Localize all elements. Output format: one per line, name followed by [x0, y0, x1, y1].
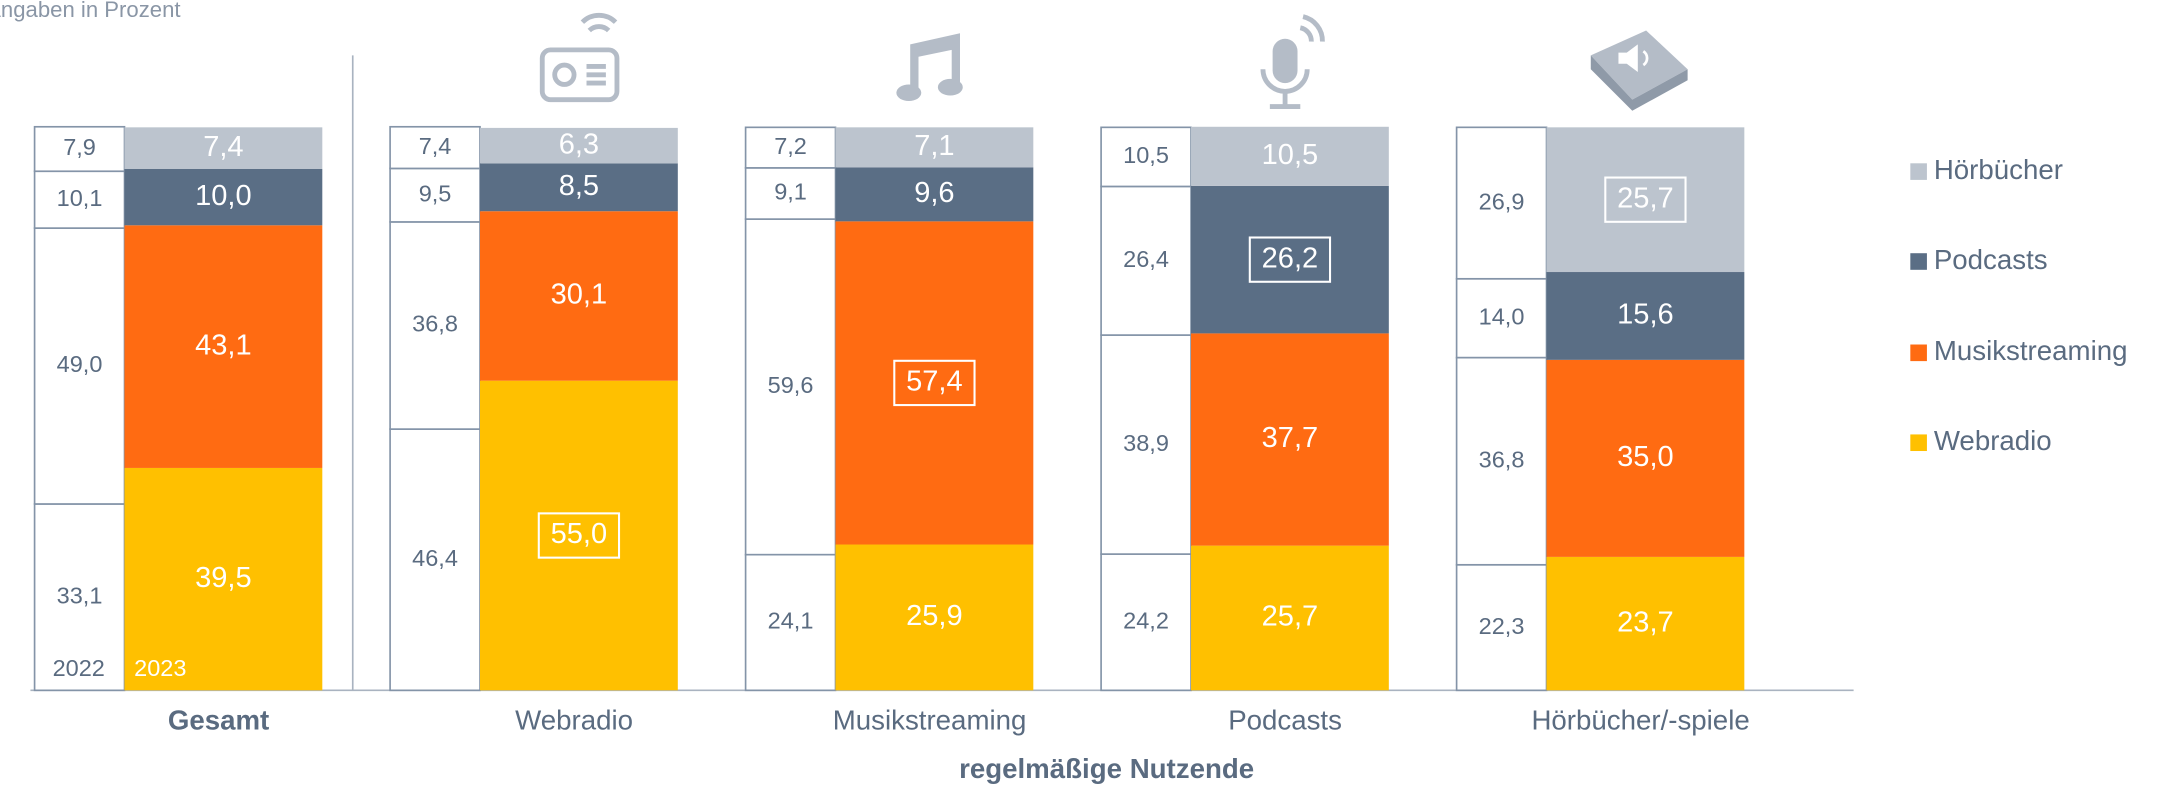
value-label: 24,2	[1123, 607, 1169, 633]
bar-segment	[1546, 359, 1745, 557]
value-label: 10,1	[57, 185, 103, 211]
x-tick-label: Webradio	[515, 704, 633, 735]
value-label: 9,5	[419, 180, 452, 206]
year-label: 2023	[134, 655, 186, 681]
x-axis-title: regelmäßige Nutzende	[959, 753, 1254, 784]
value-label: 10,5	[1123, 142, 1169, 168]
year-label: 2022	[53, 655, 105, 681]
value-label: 30,1	[551, 279, 608, 311]
value-label: 43,1	[195, 329, 252, 361]
bar-segment	[835, 127, 1034, 168]
legend-swatch	[1910, 344, 1927, 362]
value-label: 7,4	[419, 133, 452, 159]
x-tick-label: Podcasts	[1228, 704, 1342, 735]
value-label: 26,2	[1262, 242, 1319, 274]
value-label: 25,9	[906, 600, 963, 632]
value-label: 59,6	[768, 372, 814, 398]
bar-segment	[124, 127, 323, 169]
value-label: 10,0	[195, 180, 252, 212]
bar-segment	[1191, 333, 1389, 546]
x-tick-label: Hörbücher/-spiele	[1531, 704, 1749, 735]
bar-segment	[835, 221, 1034, 545]
value-label: 25,7	[1617, 182, 1674, 214]
value-label: 37,7	[1262, 422, 1319, 454]
bar-segment	[480, 127, 678, 164]
x-tick-label: Gesamt	[168, 704, 269, 735]
bar-segment	[1455, 277, 1548, 359]
highlight-box	[1604, 176, 1687, 223]
value-label: 24,1	[768, 608, 814, 634]
bar-segment	[1100, 334, 1192, 555]
value-label: 8,5	[559, 170, 599, 202]
value-label: 36,8	[1479, 446, 1525, 472]
value-label: 57,4	[906, 366, 963, 398]
legend-label: Hörbücher	[1934, 154, 2063, 185]
legend-swatch	[1910, 253, 1927, 270]
bar-segment	[1546, 127, 1745, 273]
bar-segment	[1546, 272, 1745, 360]
value-label: 7,9	[63, 134, 96, 160]
bar-segment	[389, 428, 481, 692]
value-label: 15,6	[1617, 299, 1674, 331]
bar-segment	[124, 225, 323, 468]
value-label: 26,4	[1123, 246, 1169, 272]
bar-segment	[124, 168, 323, 226]
bar-segment	[480, 163, 678, 212]
bar-segment	[33, 170, 126, 229]
audiobook-icon	[1590, 30, 1688, 111]
bar-segment	[1546, 556, 1745, 691]
value-label: 22,3	[1479, 613, 1525, 639]
bar-segment	[33, 227, 126, 505]
x-tick-label: Musikstreaming	[833, 704, 1027, 735]
value-label: 49,0	[57, 351, 103, 377]
bar-segment	[1191, 545, 1389, 691]
value-label: 26,9	[1479, 188, 1525, 214]
legend-label: Podcasts	[1934, 244, 2048, 275]
bar-segment	[480, 211, 678, 381]
value-label: 55,0	[551, 518, 608, 550]
bar-segment	[480, 380, 678, 691]
value-label: 25,7	[1262, 601, 1319, 633]
value-label: 14,0	[1479, 303, 1525, 329]
microphone-icon	[1260, 14, 1325, 110]
value-label: 23,7	[1617, 606, 1674, 638]
music-icon	[896, 33, 963, 102]
value-label: 39,5	[195, 562, 252, 594]
value-label: 35,0	[1617, 441, 1674, 473]
value-label: 7,4	[203, 131, 243, 163]
value-label: 9,6	[914, 177, 954, 209]
value-label: 7,1	[914, 130, 954, 162]
subtitle: Angaben in Prozent	[0, 0, 181, 22]
value-label: 38,9	[1123, 430, 1169, 456]
bar-segment	[124, 467, 323, 691]
bar-segment	[744, 167, 837, 220]
value-label: 46,4	[412, 545, 458, 571]
value-label: 36,8	[412, 311, 458, 337]
legend-label: Webradio	[1934, 425, 2052, 456]
legend-label: Musikstreaming	[1934, 335, 2128, 366]
highlight-box	[1248, 236, 1332, 283]
value-label: 7,2	[774, 133, 807, 159]
value-label: 6,3	[559, 128, 599, 160]
bar-segment	[389, 221, 481, 430]
bar-segment	[1455, 126, 1548, 280]
value-label: 10,5	[1262, 139, 1319, 171]
value-label: 9,1	[774, 179, 807, 205]
legend-swatch	[1910, 434, 1927, 452]
radio-icon	[539, 12, 620, 103]
value-label: 33,1	[57, 582, 103, 608]
bar-segment	[389, 167, 481, 223]
bar-segment	[744, 126, 837, 169]
highlight-box	[893, 359, 976, 407]
bar-segment	[1191, 185, 1389, 334]
legend-swatch	[1910, 163, 1927, 180]
highlight-box	[537, 512, 621, 559]
bar-segment	[835, 167, 1034, 222]
bar-segment	[1455, 356, 1548, 566]
bar-segment	[1191, 126, 1389, 186]
bar-segment	[835, 544, 1034, 691]
